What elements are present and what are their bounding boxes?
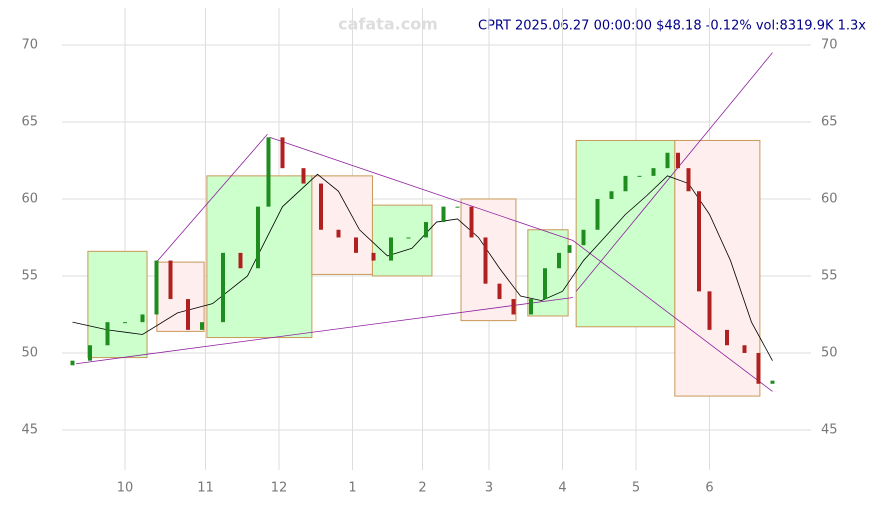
- y-tick-label: 60: [21, 191, 38, 206]
- y-tick-label: 55: [21, 268, 38, 283]
- candle: [441, 206, 446, 223]
- trend-line: [269, 136, 574, 241]
- candle: [770, 380, 775, 384]
- y-tick-label: 65: [21, 114, 38, 129]
- x-tick-label: 3: [485, 481, 493, 496]
- y-tick-label-right: 55: [821, 268, 838, 283]
- candle: [609, 191, 614, 199]
- candle: [336, 229, 341, 238]
- candle: [88, 345, 92, 361]
- candle: [154, 260, 159, 315]
- candle: [543, 268, 547, 300]
- candle: [455, 206, 460, 208]
- trend-line: [572, 240, 773, 392]
- candle: [595, 198, 600, 230]
- candle: [756, 352, 761, 384]
- candle: [280, 137, 285, 169]
- range-box: [460, 198, 517, 322]
- candle: [637, 175, 642, 177]
- y-tick-label: 45: [21, 422, 38, 437]
- chart-title: CPRT 2025.06.27 00:00:00 $48.18 -0.12% v…: [478, 19, 866, 34]
- y-tick-label-right: 70: [821, 37, 838, 52]
- x-tick-label: 5: [632, 481, 640, 496]
- candle: [483, 237, 488, 284]
- candle: [469, 206, 474, 238]
- moving-average: [72, 173, 773, 361]
- candle: [105, 322, 110, 346]
- candle: [623, 175, 628, 192]
- candle: [581, 229, 586, 246]
- range-box: [527, 229, 569, 317]
- candle: [140, 314, 145, 323]
- candle: [406, 237, 411, 239]
- trend-line: [154, 134, 268, 264]
- candle: [707, 291, 712, 330]
- candle: [511, 299, 516, 315]
- candle: [497, 283, 502, 300]
- candle: [256, 206, 260, 269]
- candle: [200, 322, 204, 330]
- watermark: cafata.com: [338, 15, 438, 34]
- candle: [389, 237, 393, 261]
- x-tick-label: 4: [558, 481, 566, 496]
- candle: [319, 183, 323, 230]
- x-tick-label: 12: [271, 481, 288, 496]
- candle: [301, 168, 306, 184]
- candle: [651, 168, 656, 176]
- trend-line: [75, 297, 574, 365]
- range-box: [674, 139, 761, 397]
- y-tick-label: 50: [21, 345, 38, 360]
- trend-line: [575, 52, 773, 292]
- y-tick-label-right: 65: [821, 114, 838, 129]
- x-tick-label: 2: [418, 481, 426, 496]
- x-tick-label: 10: [117, 481, 134, 496]
- candle: [567, 245, 572, 253]
- candle: [742, 345, 747, 353]
- candle: [168, 260, 173, 300]
- range-box: [371, 204, 433, 277]
- candle: [354, 237, 358, 253]
- candle: [238, 252, 243, 269]
- candle: [529, 299, 533, 315]
- range-box: [156, 261, 205, 332]
- range-box: [575, 139, 676, 328]
- y-tick-label-right: 45: [821, 422, 838, 437]
- candle: [70, 360, 75, 366]
- candle: [697, 191, 701, 292]
- candle: [221, 252, 225, 323]
- candle: [676, 152, 680, 169]
- x-tick-label: 6: [705, 481, 713, 496]
- candle: [725, 329, 729, 346]
- candle: [371, 252, 376, 261]
- x-tick-label: 11: [197, 481, 214, 496]
- y-tick-label-right: 50: [821, 345, 838, 360]
- candle: [424, 222, 428, 238]
- candle: [686, 168, 691, 192]
- candle: [123, 322, 127, 324]
- candle: [266, 137, 271, 207]
- candle: [557, 252, 561, 269]
- y-tick-label-right: 60: [821, 191, 838, 206]
- range-box: [87, 250, 148, 359]
- candle: [665, 152, 670, 169]
- x-tick-label: 1: [348, 481, 356, 496]
- y-tick-label: 70: [21, 37, 38, 52]
- candle: [186, 299, 190, 330]
